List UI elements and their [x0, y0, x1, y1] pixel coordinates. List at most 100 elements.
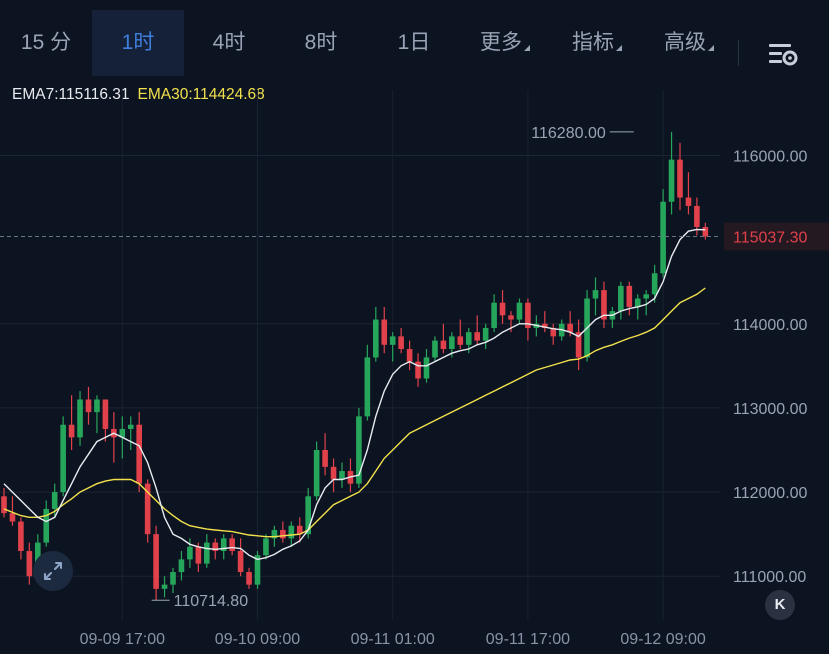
candle-body-down[interactable] — [702, 226, 709, 237]
candle-body-down[interactable] — [229, 538, 235, 551]
candle-body-up[interactable] — [432, 340, 438, 358]
candle-body-down[interactable] — [144, 483, 151, 535]
kline-toggle-button[interactable]: K — [765, 590, 795, 620]
dropdown-caret-icon — [708, 45, 714, 51]
y-tick-label: 112000.00 — [733, 485, 808, 502]
candle-body-down[interactable] — [381, 319, 388, 345]
candle-body-down[interactable] — [195, 546, 202, 564]
candle-body-up[interactable] — [491, 302, 497, 328]
tab-indicators[interactable]: 指标 — [556, 10, 638, 76]
candle-body-up[interactable] — [423, 357, 430, 379]
tab-8h[interactable]: 8时 — [304, 31, 338, 54]
candle-body-up[interactable] — [592, 290, 599, 299]
chart-settings-icon[interactable] — [767, 40, 799, 68]
candle-body-down[interactable] — [694, 205, 700, 227]
candle-body-down[interactable] — [1, 496, 7, 514]
candle-body-down[interactable] — [330, 466, 337, 480]
candle-body-up[interactable] — [263, 538, 269, 556]
candle-body-up[interactable] — [254, 555, 261, 585]
candle-body-down[interactable] — [237, 550, 244, 573]
tab-1h[interactable]: 1时 — [92, 10, 184, 76]
candle-body-down[interactable] — [415, 361, 421, 379]
candle-body-down[interactable] — [406, 349, 413, 362]
candle-body-down[interactable] — [26, 550, 33, 577]
candle-body-up[interactable] — [220, 538, 227, 551]
candle-body-down[interactable] — [18, 521, 24, 551]
candle-body-up[interactable] — [449, 336, 455, 350]
candle-body-up[interactable] — [187, 546, 193, 560]
candle-body-up[interactable] — [77, 399, 83, 438]
expand-button[interactable] — [33, 551, 73, 591]
candle-body-up[interactable] — [465, 332, 472, 345]
tab-4h[interactable]: 4时 — [212, 31, 246, 54]
candle-body-up[interactable] — [516, 302, 523, 320]
tab-more[interactable]: 更多 — [464, 10, 546, 76]
candle-body-up[interactable] — [356, 416, 362, 484]
candle-body-up[interactable] — [94, 399, 100, 413]
x-tick-label: 09-10 09:00 — [215, 631, 301, 648]
candle-body-up[interactable] — [43, 508, 50, 543]
candle-body-down[interactable] — [136, 424, 142, 484]
tab-15m[interactable]: 15 分 — [20, 31, 72, 54]
candle-body-down[interactable] — [601, 290, 607, 320]
candle-body-down[interactable] — [457, 336, 464, 345]
candle-body-down[interactable] — [474, 332, 480, 341]
candle-body-up[interactable] — [271, 529, 278, 539]
candle-body-down[interactable] — [68, 424, 75, 438]
candle-body-up[interactable] — [651, 273, 658, 295]
candle-body-up[interactable] — [161, 584, 168, 589]
candle-body-down[interactable] — [499, 302, 506, 316]
candle-body-down[interactable] — [440, 340, 447, 350]
y-tick-label: 116000.00 — [733, 148, 808, 165]
candle-body-down[interactable] — [85, 399, 92, 413]
candle-body-up[interactable] — [364, 357, 371, 417]
candle-body-up[interactable] — [204, 542, 210, 564]
candle-body-up[interactable] — [119, 428, 126, 438]
candle-body-down[interactable] — [677, 159, 683, 198]
candle-body-down[interactable] — [246, 572, 252, 585]
candle-body-up[interactable] — [339, 471, 345, 480]
candle-body-up[interactable] — [127, 424, 134, 429]
ema7-line — [3, 228, 706, 561]
candle-body-down[interactable] — [550, 327, 557, 337]
candle-body-up[interactable] — [51, 492, 58, 509]
candle-body-down[interactable] — [398, 336, 404, 350]
dropdown-caret-icon — [616, 45, 622, 51]
ema30-line — [3, 287, 706, 538]
interval-tabs: 15 分 1时 4时 8时 1日 更多 指标 高级 — [0, 10, 829, 76]
ema30-value: EMA30:114424.68 — [137, 86, 265, 103]
x-tick-label: 09-11 01:00 — [351, 631, 435, 648]
candle-body-up[interactable] — [178, 559, 185, 573]
candle-body-up[interactable] — [389, 336, 396, 345]
candle-body-up[interactable] — [618, 285, 624, 312]
candle-body-down[interactable] — [685, 197, 692, 206]
candle-body-down[interactable] — [280, 529, 286, 539]
candle-body-up[interactable] — [60, 424, 66, 493]
candle-body-down[interactable] — [525, 302, 531, 328]
candle-body-up[interactable] — [482, 327, 489, 341]
candle-body-down[interactable] — [212, 542, 219, 551]
candle-body-up[interactable] — [660, 201, 666, 274]
candle-body-up[interactable] — [643, 294, 649, 299]
candle-body-down[interactable] — [153, 534, 159, 589]
tab-divider — [738, 40, 739, 66]
candle-body-up[interactable] — [634, 298, 641, 307]
candle-body-up[interactable] — [170, 572, 176, 585]
tab-1d[interactable]: 1日 — [397, 31, 431, 54]
candle-body-down[interactable] — [322, 450, 328, 467]
candle-body-down[interactable] — [626, 285, 633, 307]
candle-body-down[interactable] — [508, 315, 514, 320]
candle-body-up[interactable] — [305, 496, 311, 535]
candle-body-up[interactable] — [313, 450, 320, 497]
candle-body-up[interactable] — [373, 319, 379, 358]
candle-body-down[interactable] — [567, 323, 573, 333]
candle-body-down[interactable] — [542, 323, 548, 328]
candle-body-down[interactable] — [102, 399, 109, 429]
candle-body-down[interactable] — [9, 513, 16, 522]
tab-advanced[interactable]: 高级 — [648, 10, 730, 76]
candle-body-up[interactable] — [668, 159, 675, 202]
candle-body-up[interactable] — [288, 525, 295, 539]
candle-body-down[interactable] — [296, 525, 303, 535]
candle-body-down[interactable] — [575, 332, 582, 358]
